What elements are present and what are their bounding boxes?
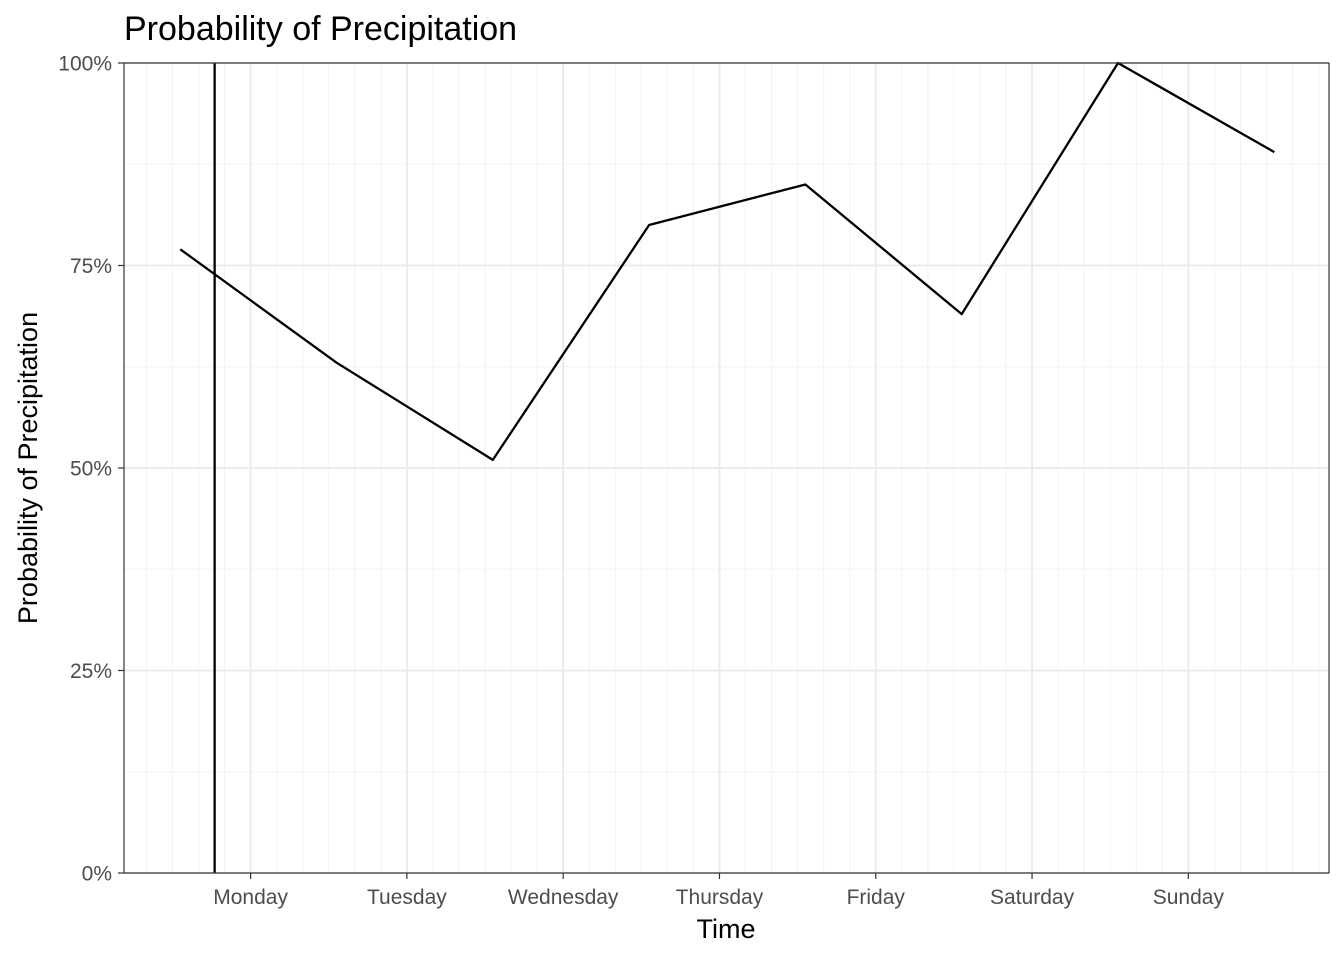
x-tick-label: Wednesday (508, 886, 619, 909)
y-tick-label: 50% (70, 458, 112, 481)
y-tick-label: 100% (58, 53, 112, 76)
x-tick-label: Monday (213, 886, 288, 909)
chart-title: Probability of Precipitation (124, 10, 517, 48)
y-axis-title: Probability of Precipitation (13, 312, 43, 624)
x-tick-label: Friday (847, 886, 906, 909)
grid-lines (124, 62, 1329, 874)
x-tick-label: Sunday (1153, 886, 1225, 909)
x-tick-label: Tuesday (367, 886, 447, 909)
axes: Monday Tuesday Wednesday Thursday Friday Satu… (58, 53, 1224, 910)
data-layer (179, 61, 1275, 873)
x-tick-label: Thursday (676, 886, 764, 909)
y-tick-label: 75% (70, 255, 112, 278)
series-line (179, 61, 1275, 462)
x-tick-label: Saturday (990, 886, 1075, 909)
y-tick-label: 25% (70, 660, 112, 683)
x-axis-title: Time (697, 914, 756, 944)
y-tick-label: 0% (82, 863, 112, 886)
